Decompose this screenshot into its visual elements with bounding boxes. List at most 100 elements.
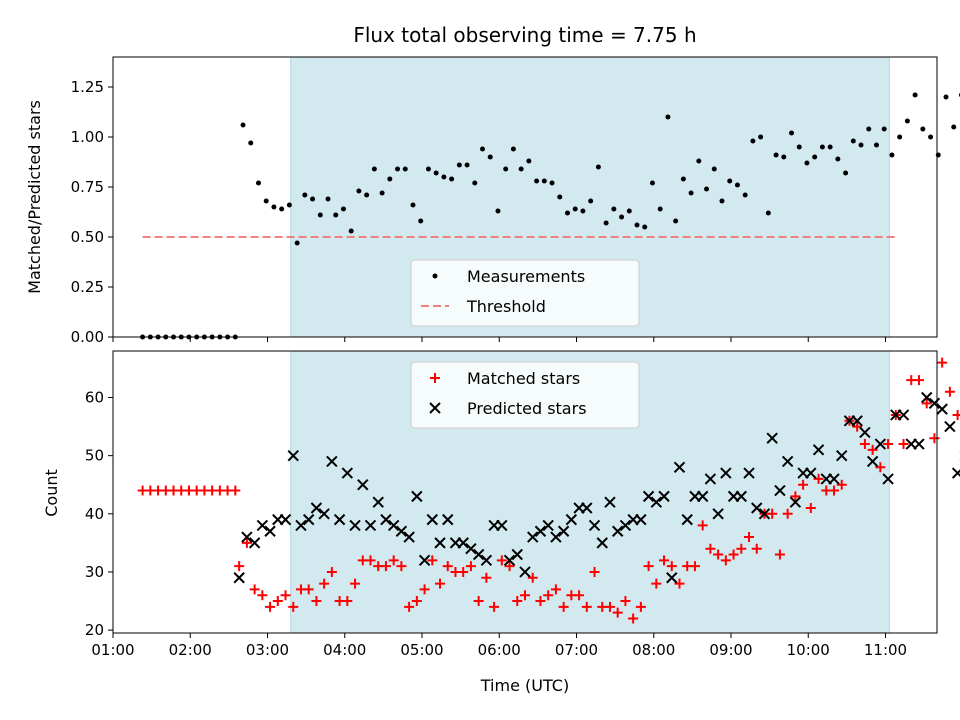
point-predicted-stars-21: [395, 525, 408, 537]
legend-marker-measurements: [432, 273, 438, 279]
point-measurements-82: [773, 152, 779, 158]
point-measurements-47: [503, 166, 509, 172]
point-matched-stars-58: [581, 601, 592, 612]
point-matched-stars-52: [535, 596, 546, 607]
point-predicted-stars-23: [411, 490, 423, 503]
point-predicted-stars-78: [836, 449, 848, 462]
point-matched-stars-83: [774, 549, 785, 560]
y-tick-label-0-0: 0.00: [71, 328, 104, 346]
point-measurements-61: [611, 206, 617, 212]
point-matched-stars-15: [249, 584, 260, 595]
point-matched-stars-94: [859, 439, 870, 450]
point-predicted-stars-45: [581, 502, 593, 514]
point-matched-stars-95: [867, 444, 878, 455]
point-predicted-stars-84: [882, 473, 894, 485]
point-matched-stars-47: [496, 555, 507, 566]
x-tick-label-5: 06:00: [478, 641, 521, 659]
point-matched-stars-32: [380, 561, 391, 572]
point-matched-stars-24: [319, 578, 330, 589]
point-measurements-56: [572, 206, 578, 212]
point-measurements-19: [286, 202, 292, 208]
point-matched-stars-96: [875, 462, 886, 473]
point-predicted-stars-56: [666, 572, 678, 584]
point-matched-stars-19: [280, 590, 291, 601]
point-measurements-42: [464, 162, 470, 168]
point-matched-stars-102: [921, 398, 932, 409]
y-tick-label-1-0: 20: [85, 621, 104, 639]
x-tick-label-6: 07:00: [555, 641, 598, 659]
point-measurements-17: [271, 204, 277, 210]
point-predicted-stars-67: [751, 502, 763, 514]
plot-frame-1: [112, 350, 938, 634]
y-tick-label-1-1: 30: [85, 563, 104, 581]
point-measurements-85: [796, 144, 802, 150]
point-measurements-26: [340, 206, 346, 212]
point-predicted-stars-16: [357, 479, 369, 491]
point-predicted-stars-72: [789, 496, 802, 508]
point-matched-stars-93: [852, 421, 863, 432]
point-matched-stars-12: [230, 485, 241, 496]
point-matched-stars-63: [620, 596, 631, 607]
point-measurements-28: [356, 188, 362, 194]
point-matched-stars-99: [898, 439, 909, 450]
point-measurements-23: [317, 212, 323, 218]
point-predicted-stars-39: [534, 525, 547, 537]
point-predicted-stars-83: [874, 438, 887, 450]
point-measurements-105: [951, 124, 957, 130]
point-matched-stars-85: [790, 491, 801, 502]
legend-label-matched-stars: Matched stars: [467, 369, 580, 388]
point-predicted-stars-71: [781, 455, 794, 468]
point-measurements-77: [734, 182, 740, 188]
point-predicted-stars-60: [696, 490, 709, 503]
legend-label-measurements: Measurements: [467, 267, 585, 286]
x-tick-label-4: 05:00: [400, 641, 443, 659]
x-tick-label-7: 08:00: [632, 641, 675, 659]
point-measurements-39: [441, 174, 447, 180]
point-predicted-stars-11: [318, 508, 330, 520]
point-measurements-72: [696, 158, 702, 164]
point-matched-stars-72: [689, 561, 700, 572]
point-matched-stars-91: [836, 479, 847, 490]
top-panel: 0.00 0.25 0.50 0.75 1.00 1.25 Measurements Thre…: [71, 56, 960, 346]
point-predicted-stars-0: [233, 572, 245, 584]
point-measurements-88: [819, 144, 825, 150]
point-predicted-stars-75: [812, 444, 825, 456]
point-matched-stars-80: [751, 543, 762, 554]
point-predicted-stars-81: [859, 426, 871, 439]
point-matched-stars-17: [265, 601, 276, 612]
point-predicted-stars-63: [720, 467, 732, 479]
point-predicted-stars-27: [442, 513, 454, 526]
point-measurements-38: [433, 170, 439, 176]
point-measurements-32: [387, 176, 393, 182]
x-tick-label-8: 09:00: [709, 641, 752, 659]
point-measurements-58: [588, 198, 594, 204]
point-predicted-stars-36: [511, 548, 523, 561]
point-predicted-stars-82: [866, 455, 879, 468]
point-measurements-29: [364, 192, 370, 198]
point-predicted-stars-7: [287, 449, 299, 462]
point-predicted-stars-69: [766, 432, 778, 444]
point-measurements-22: [310, 196, 316, 202]
point-predicted-stars-24: [418, 554, 431, 567]
y-tick-label-1-3: 50: [85, 447, 104, 465]
point-predicted-stars-53: [642, 490, 655, 503]
point-predicted-stars-52: [635, 513, 647, 526]
point-measurements-50: [526, 158, 532, 164]
point-matched-stars-37: [419, 584, 430, 595]
point-predicted-stars-89: [920, 391, 933, 404]
point-predicted-stars-14: [341, 467, 354, 479]
point-predicted-stars-50: [619, 519, 632, 532]
point-predicted-stars-40: [542, 519, 554, 532]
point-measurements-44: [480, 146, 486, 152]
point-measurements-95: [873, 142, 879, 148]
point-measurements-66: [649, 180, 655, 186]
point-predicted-stars-9: [302, 513, 315, 526]
point-measurements-30: [371, 166, 377, 172]
point-predicted-stars-91: [936, 403, 948, 415]
point-matched-stars-28: [350, 578, 361, 589]
point-matched-stars-46: [489, 601, 500, 612]
y-tick-label-0-2: 0.50: [71, 228, 104, 246]
point-measurements-69: [673, 218, 679, 224]
point-predicted-stars-6: [279, 513, 292, 526]
point-matched-stars-33: [388, 555, 399, 566]
